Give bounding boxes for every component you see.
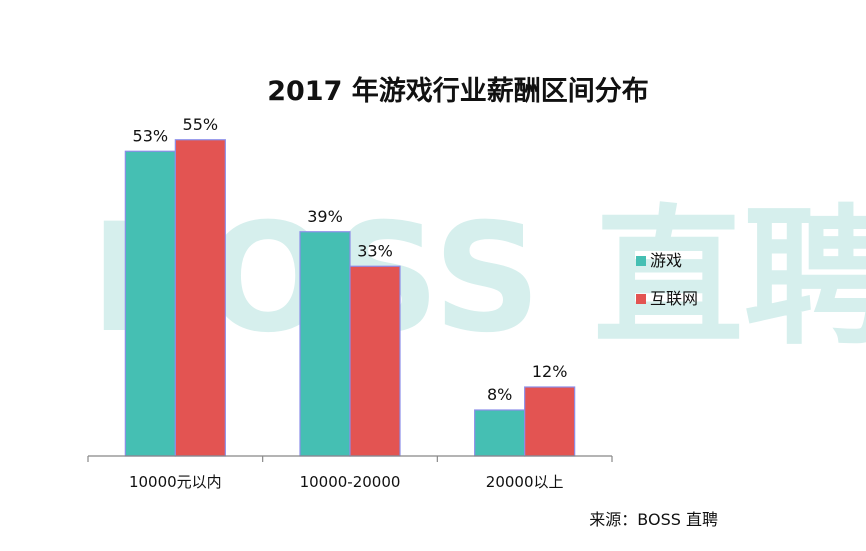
x-tick-label-0: 10000元以内: [129, 473, 222, 491]
bars: [124, 139, 576, 457]
data-label-游戏-2: 8%: [487, 385, 512, 404]
legend-label-游戏: 游戏: [650, 251, 682, 270]
data-label-互联网-1: 33%: [357, 241, 393, 260]
bar-互联网-1: [349, 265, 401, 457]
x-tick-label-1: 10000-20000: [300, 473, 401, 491]
data-label-互联网-2: 12%: [532, 362, 568, 381]
bar-互联网-0: [174, 139, 226, 457]
legend-swatch-互联网: [636, 294, 646, 304]
bar-互联网-2: [524, 386, 576, 457]
data-label-游戏-1: 39%: [307, 207, 343, 226]
data-label-游戏-0: 53%: [133, 126, 169, 145]
bar-游戏-2: [474, 409, 526, 457]
legend-swatch-游戏: [636, 256, 646, 266]
data-label-互联网-0: 55%: [183, 115, 219, 134]
x-tick-label-2: 20000以上: [486, 473, 564, 491]
x-ticks: 10000元以内 10000-20000 20000以上: [87, 456, 613, 491]
chart-title: 2017 年游戏行业薪酬区间分布: [267, 75, 649, 107]
bar-游戏-1: [299, 231, 351, 457]
data-labels: 53% 55% 39% 33% 8% 12%: [133, 115, 568, 404]
source-note: 来源：BOSS 直聘: [589, 510, 718, 529]
legend-label-互联网: 互联网: [650, 289, 698, 308]
bar-游戏-0: [124, 150, 176, 457]
